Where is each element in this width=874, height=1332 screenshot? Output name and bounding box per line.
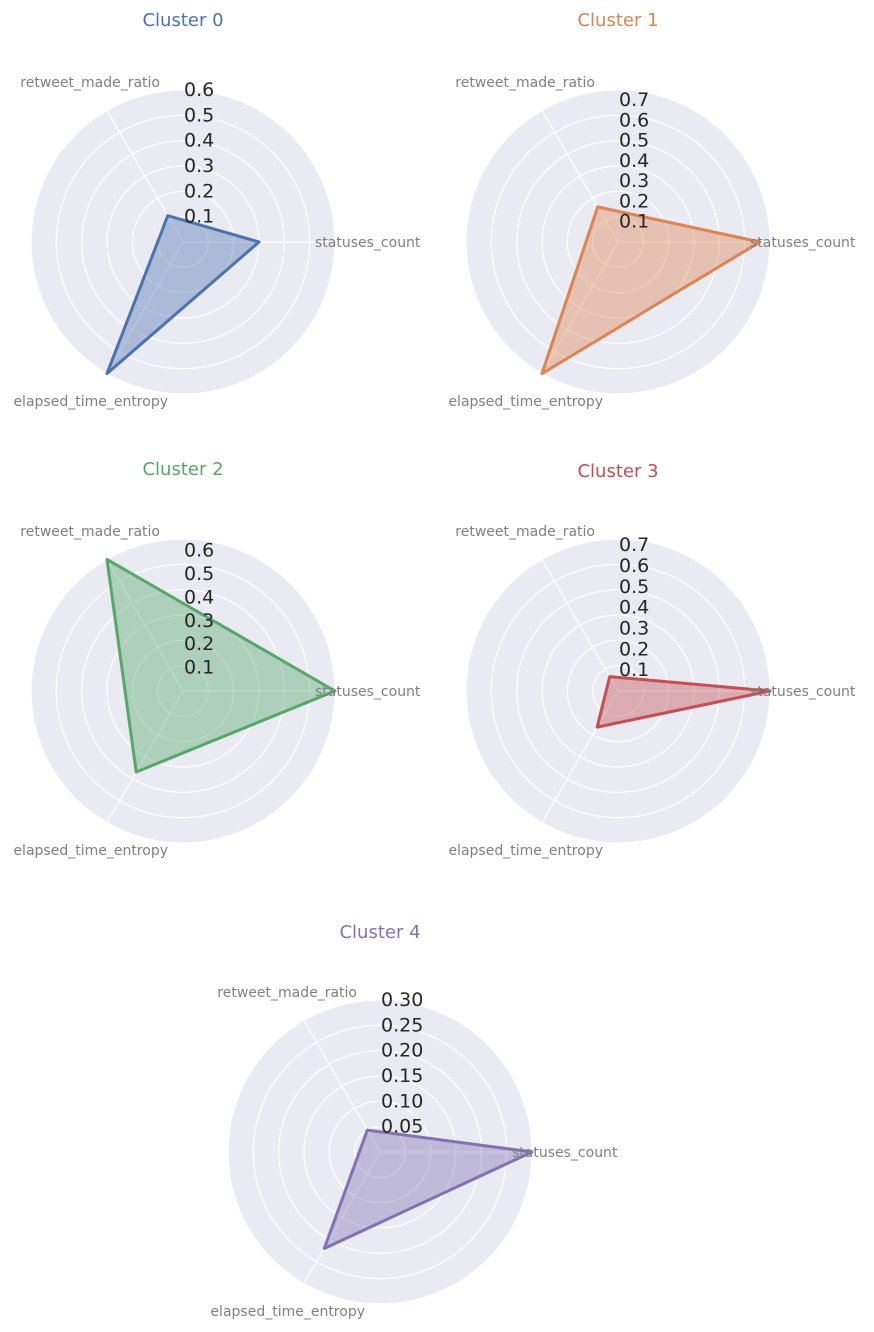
radial-tick-label: 0.1 [184,206,214,228]
axis-label-retweet_made_ratio: retweet_made_ratio [217,985,357,1001]
data-polygon [540,205,762,376]
chart-title: Cluster 3 [577,461,658,482]
grid-spoke [106,110,184,243]
radial-tick-label: 0.15 [381,1065,423,1087]
radial-tick-label: 0.1 [184,657,214,679]
radial-tick-label: 0.6 [184,540,214,562]
radial-tick-label: 0.3 [184,155,214,177]
radial-tick-label: 0.7 [619,534,649,556]
axis-label-retweet_made_ratio: retweet_made_ratio [455,75,595,91]
radial-tick-label: 0.05 [381,1116,423,1138]
radar-panel-cluster-0: 0.1 0.2 0.3 0.4 0.5 0.6 statuses_count retweet_… [13,10,420,410]
chart-title: Cluster 1 [577,10,658,31]
axis-label-elapsed_time_entropy: elapsed_time_entropy [448,843,603,859]
radial-tick-label: 0.6 [619,109,649,131]
axis-label-statuses_count: statuses_count [750,235,856,251]
axis-label-elapsed_time_entropy: elapsed_time_entropy [210,1304,365,1320]
radial-tick-label: 0.10 [381,1090,423,1112]
radial-tick-label: 0.2 [619,638,649,660]
data-polygon [105,214,261,376]
data-polygon [105,557,337,774]
axis-label-retweet_made_ratio: retweet_made_ratio [20,524,160,540]
chart-title: Cluster 4 [339,922,420,943]
radial-tick-label: 0.5 [619,576,649,598]
chart-title: Cluster 0 [142,10,223,31]
radial-tick-label: 0.5 [619,130,649,152]
radial-tick-label: 0.4 [184,130,214,152]
radial-tick-label: 0.2 [184,633,214,655]
grid-spoke [541,110,619,243]
radar-panel-cluster-3: 0.10.20.30.40.50.60.7 statuses_count retwe… [448,461,855,859]
radial-tick-label: 0.2 [619,190,649,212]
axis-label-retweet_made_ratio: retweet_made_ratio [20,75,160,91]
radar-panel-cluster-4: 0.05 0.10 0.15 0.20 0.25 0.30 statuses_count re… [210,922,617,1320]
radial-tick-label: 0.3 [619,170,649,192]
chart-title: Cluster 2 [142,459,223,480]
data-polygon [595,675,772,729]
grid-spoke [106,241,184,374]
radar-panel-cluster-2: 0.10.20.30.40.50.6 statuses_count retweet_… [13,459,420,859]
grid-spoke [541,690,619,823]
radial-tick-label: 0.3 [184,610,214,632]
radar-panel-cluster-1: 0.10.20.30.40.50.60.7 statuses_count retwe… [448,10,855,410]
radial-tick-label: 0.6 [619,555,649,577]
radial-tick-label: 0.4 [619,150,649,172]
axis-label-statuses_count: statuses_count [750,684,856,700]
radial-tick-label: 0.30 [381,989,423,1011]
radial-tick-label: 0.2 [184,180,214,202]
radial-tick-label: 0.4 [619,597,649,619]
radial-tick-label: 0.4 [184,586,214,608]
radial-tick-label: 0.5 [184,104,214,126]
radial-tick-label: 0.25 [381,1014,423,1036]
radial-tick-label: 0.1 [619,659,649,681]
grid-spoke [106,690,184,823]
radial-tick-label: 0.6 [184,79,214,101]
axis-label-retweet_made_ratio: retweet_made_ratio [455,524,595,540]
axis-label-elapsed_time_entropy: elapsed_time_entropy [448,394,603,410]
axis-label-elapsed_time_entropy: elapsed_time_entropy [13,394,168,410]
axis-label-statuses_count: statuses_count [315,235,421,251]
grid-spoke [303,1151,381,1284]
radial-tick-label: 0.3 [619,618,649,640]
data-polygon [322,1128,534,1250]
grid-spoke [106,559,184,692]
radial-tick-label: 0.1 [619,211,649,233]
axis-label-statuses_count: statuses_count [512,1145,618,1161]
axis-label-statuses_count: statuses_count [315,684,421,700]
axis-label-elapsed_time_entropy: elapsed_time_entropy [13,843,168,859]
radial-tick-label: 0.5 [184,563,214,585]
grid-spoke [541,241,619,374]
radial-tick-label: 0.7 [619,89,649,111]
radial-tick-label: 0.20 [381,1040,423,1062]
grid-spoke [541,559,619,692]
